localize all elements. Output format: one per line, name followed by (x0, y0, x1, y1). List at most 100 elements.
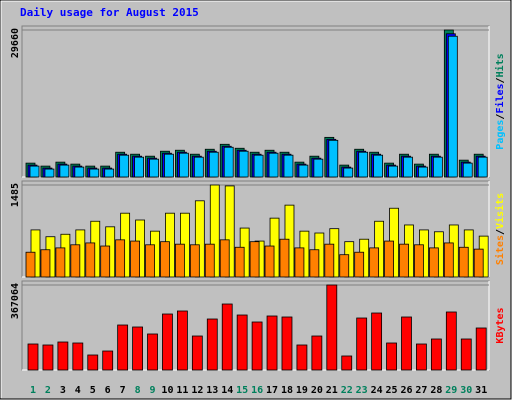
legend-separator: / (495, 114, 506, 120)
x-tick-label: 10 (161, 385, 173, 396)
bar (178, 152, 189, 178)
bar (403, 156, 413, 178)
bar (209, 184, 220, 278)
bar (264, 245, 275, 278)
bar (55, 247, 66, 278)
legend-entry: KBytes (495, 307, 506, 343)
x-tick-label: 5 (90, 385, 96, 396)
bar (473, 248, 484, 278)
bar (328, 139, 339, 178)
bar (373, 154, 384, 178)
x-tick-label: 12 (191, 385, 203, 396)
bar (358, 151, 369, 178)
bar (27, 343, 39, 371)
bar (134, 156, 144, 178)
x-tick-label: 7 (120, 385, 126, 396)
bar (89, 168, 100, 178)
bar (253, 154, 264, 178)
legend-entry: Visits (494, 193, 506, 229)
legend-entry: Hits (494, 53, 506, 77)
bar (194, 200, 205, 278)
bar (311, 335, 323, 371)
bar (176, 310, 188, 371)
bar (42, 344, 54, 371)
bar (460, 338, 472, 371)
x-tick-label: 27 (415, 385, 427, 396)
x-tick-label: 21 (326, 385, 338, 396)
bar (388, 165, 398, 178)
bar (296, 344, 308, 371)
x-tick-label: 16 (251, 385, 263, 396)
bar (268, 152, 279, 178)
bar (115, 239, 126, 278)
bar (416, 343, 427, 371)
bar (221, 303, 233, 371)
x-tick-label: 23 (356, 385, 368, 396)
bar (174, 243, 185, 278)
bar (191, 335, 203, 371)
bar (85, 242, 96, 278)
bar (428, 247, 439, 278)
x-tick-label: 22 (341, 385, 353, 396)
x-tick-label: 28 (430, 385, 442, 396)
x-tick-label: 19 (296, 385, 308, 396)
bar (119, 154, 130, 178)
bar (475, 327, 487, 371)
bar (283, 154, 294, 178)
x-tick-label: 4 (75, 385, 81, 396)
bar (70, 244, 81, 278)
legend-separator: / (495, 77, 506, 83)
bar (462, 162, 473, 178)
legend: Pages/Files/Hits (494, 53, 506, 149)
bar (147, 333, 158, 371)
bar (266, 315, 278, 371)
bar (104, 168, 115, 178)
bar (160, 241, 170, 278)
x-tick-label: 25 (386, 385, 398, 396)
x-tick-label: 15 (236, 385, 248, 396)
x-tick-label: 9 (150, 385, 156, 396)
bar (430, 338, 442, 371)
x-tick-label: 1 (30, 385, 36, 396)
bar (298, 164, 309, 178)
bar (224, 185, 235, 278)
bar (236, 314, 248, 371)
bar (44, 168, 55, 178)
bar (145, 244, 155, 278)
bar (87, 354, 99, 371)
y-tick-label: 29660 (10, 28, 21, 58)
bar (356, 317, 368, 371)
bar (432, 156, 443, 178)
bar (29, 165, 40, 178)
x-tick-label: 11 (176, 385, 188, 396)
legend-separator: / (495, 229, 506, 235)
x-tick-label: 13 (206, 385, 218, 396)
x-tick-label: 18 (281, 385, 293, 396)
bar (57, 341, 69, 371)
bar (25, 251, 36, 278)
bar (401, 316, 412, 371)
bar (384, 240, 394, 278)
bar (418, 166, 428, 178)
bar (204, 243, 215, 278)
bar (249, 241, 260, 278)
y-tick-label: 1485 (10, 183, 21, 207)
bar (206, 318, 218, 371)
bar (477, 156, 488, 178)
bar (326, 284, 338, 371)
bar (100, 245, 111, 278)
bar (238, 150, 249, 178)
bar (130, 240, 140, 278)
bar (339, 254, 350, 278)
bar (117, 324, 129, 371)
bar (447, 35, 458, 178)
bar (313, 158, 324, 178)
bar (294, 247, 305, 278)
bar (164, 153, 174, 178)
bar (189, 244, 200, 278)
bar (369, 247, 380, 278)
legend-entry: Sites (494, 235, 506, 265)
bar (445, 311, 457, 371)
x-tick-label: 6 (105, 385, 111, 396)
bar (341, 355, 353, 371)
